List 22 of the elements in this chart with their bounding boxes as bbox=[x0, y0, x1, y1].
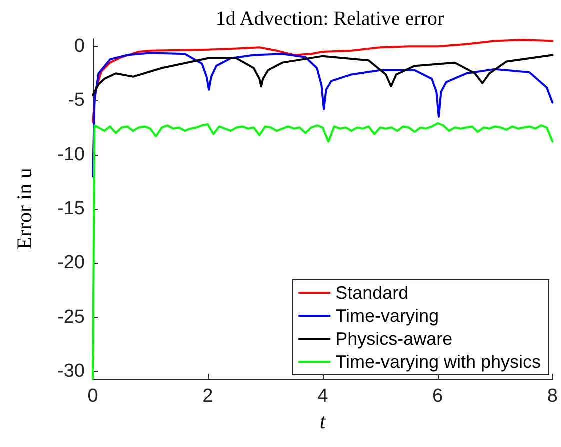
line-series bbox=[92, 39, 554, 124]
x-tick-label: 2 bbox=[202, 386, 214, 407]
x-tick-label: 8 bbox=[547, 386, 558, 407]
y-tick-label: -30 bbox=[58, 360, 85, 382]
y-tick-label: -20 bbox=[58, 252, 85, 274]
legend-label: Time-varying bbox=[336, 306, 439, 326]
line-series bbox=[92, 52, 554, 178]
y-tick-label: -15 bbox=[58, 198, 85, 220]
legend-label: Standard bbox=[336, 283, 409, 303]
chart-title: 1d Advection: Relative error bbox=[216, 8, 444, 30]
y-axis-title: Error in u bbox=[12, 168, 36, 250]
x-tick-label: 0 bbox=[88, 386, 98, 407]
y-tick-label: -5 bbox=[68, 90, 85, 112]
legend-label: Time-varying with physics bbox=[336, 352, 542, 372]
x-tick-label: 6 bbox=[432, 386, 444, 407]
line-series bbox=[92, 54, 554, 96]
x-tick-label: 4 bbox=[318, 386, 329, 407]
y-tick-label: -10 bbox=[58, 144, 85, 166]
x-axis-title: t bbox=[320, 410, 327, 434]
legend-label: Physics-aware bbox=[336, 329, 453, 349]
y-tick-label: 0 bbox=[74, 36, 85, 58]
y-tick-label: -25 bbox=[58, 306, 85, 328]
